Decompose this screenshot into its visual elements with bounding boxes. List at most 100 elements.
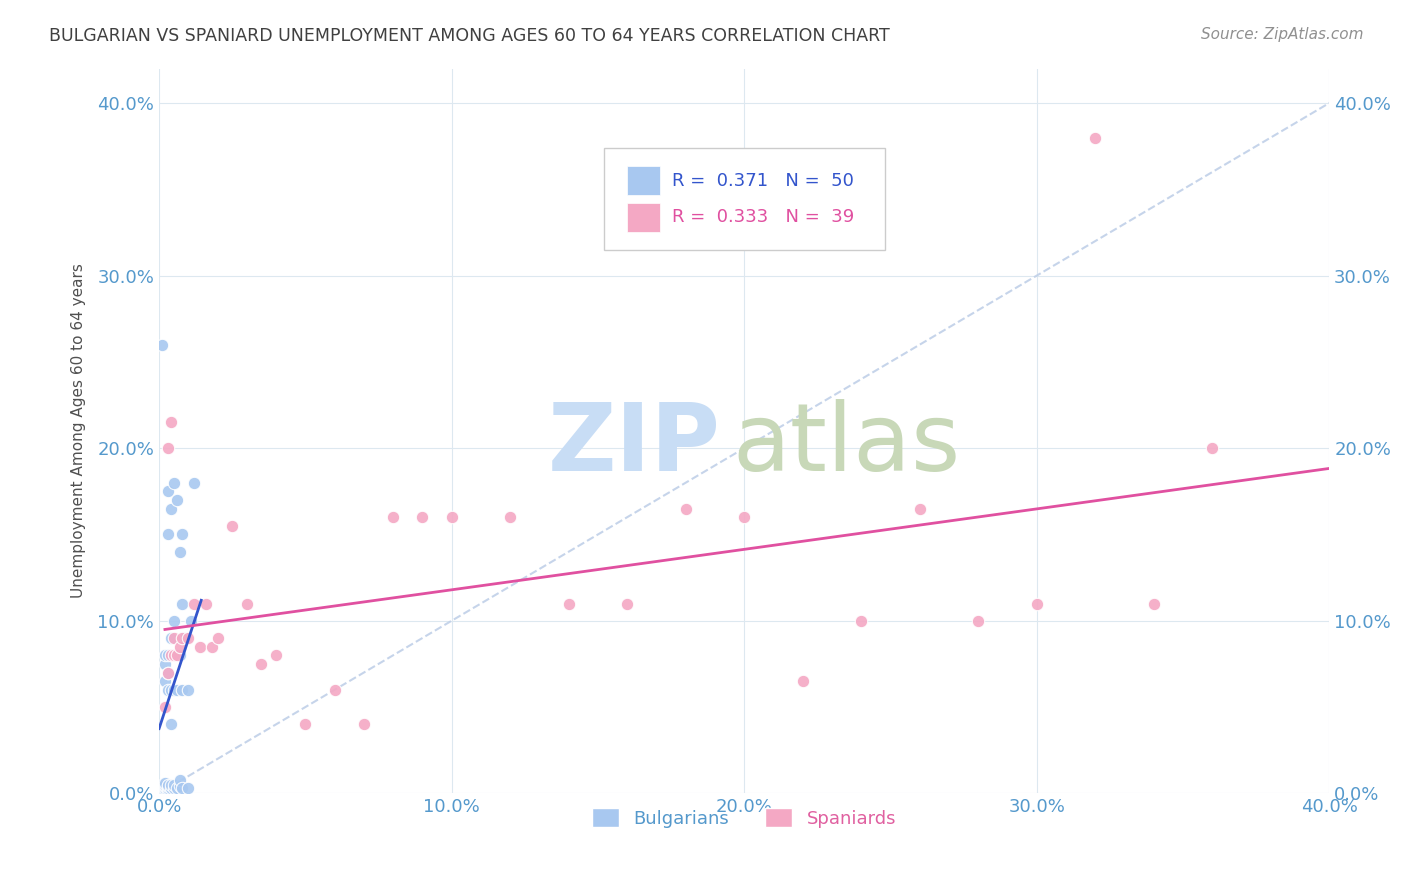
Point — [159, 501, 181, 516]
Point — [967, 614, 990, 628]
Point — [499, 510, 522, 524]
Point — [166, 648, 188, 663]
Point — [1025, 597, 1047, 611]
Point — [163, 631, 186, 645]
Point — [153, 778, 176, 792]
Point — [236, 597, 259, 611]
Point — [440, 510, 463, 524]
Point — [851, 614, 873, 628]
FancyBboxPatch shape — [627, 167, 659, 195]
Point — [207, 631, 229, 645]
Point — [1143, 597, 1166, 611]
Point — [156, 781, 179, 796]
Point — [163, 648, 186, 663]
Point — [174, 631, 197, 645]
Text: atlas: atlas — [733, 400, 960, 491]
Point — [163, 682, 186, 697]
Point — [177, 682, 200, 697]
Point — [616, 597, 638, 611]
Point — [150, 781, 173, 796]
Point — [908, 501, 931, 516]
Point — [675, 501, 697, 516]
Point — [1201, 441, 1223, 455]
Point — [150, 337, 173, 351]
Point — [733, 510, 755, 524]
Point — [1084, 130, 1107, 145]
Point — [183, 597, 205, 611]
Point — [156, 778, 179, 792]
Legend: Bulgarians, Spaniards: Bulgarians, Spaniards — [585, 801, 904, 835]
Point — [169, 648, 191, 663]
Point — [159, 415, 181, 429]
Point — [194, 597, 217, 611]
Point — [156, 682, 179, 697]
Point — [163, 648, 186, 663]
Point — [159, 778, 181, 792]
Point — [153, 700, 176, 714]
Point — [153, 776, 176, 790]
Point — [156, 780, 179, 794]
Point — [166, 492, 188, 507]
FancyBboxPatch shape — [603, 148, 884, 250]
Point — [250, 657, 273, 671]
Y-axis label: Unemployment Among Ages 60 to 64 years: Unemployment Among Ages 60 to 64 years — [72, 263, 86, 599]
Point — [153, 783, 176, 797]
Text: Source: ZipAtlas.com: Source: ZipAtlas.com — [1201, 27, 1364, 42]
Point — [169, 545, 191, 559]
Text: R =  0.333   N =  39: R = 0.333 N = 39 — [672, 208, 853, 226]
Point — [792, 674, 814, 689]
Point — [150, 780, 173, 794]
Point — [153, 648, 176, 663]
Point — [159, 682, 181, 697]
Point — [183, 475, 205, 490]
Point — [159, 717, 181, 731]
Point — [156, 441, 179, 455]
Point — [169, 772, 191, 787]
Point — [159, 781, 181, 796]
Text: ZIP: ZIP — [548, 400, 721, 491]
Point — [159, 631, 181, 645]
Point — [172, 597, 194, 611]
Point — [221, 519, 243, 533]
Point — [156, 665, 179, 680]
Point — [382, 510, 405, 524]
Point — [169, 780, 191, 794]
Point — [294, 717, 316, 731]
Point — [172, 781, 194, 796]
Point — [177, 631, 200, 645]
Point — [411, 510, 433, 524]
Point — [172, 527, 194, 541]
Point — [150, 778, 173, 792]
Point — [166, 781, 188, 796]
Point — [150, 783, 173, 797]
Text: R =  0.371   N =  50: R = 0.371 N = 50 — [672, 172, 853, 190]
Point — [188, 640, 211, 654]
Point — [163, 614, 186, 628]
Point — [163, 475, 186, 490]
Point — [264, 648, 287, 663]
Point — [172, 682, 194, 697]
Point — [153, 657, 176, 671]
Point — [153, 780, 176, 794]
Point — [323, 682, 346, 697]
Point — [557, 597, 579, 611]
Point — [166, 682, 188, 697]
Point — [159, 648, 181, 663]
Point — [353, 717, 375, 731]
Point — [201, 640, 224, 654]
Point — [156, 648, 179, 663]
Point — [156, 527, 179, 541]
Point — [177, 781, 200, 796]
Point — [172, 631, 194, 645]
Point — [153, 674, 176, 689]
Point — [156, 783, 179, 797]
Point — [169, 640, 191, 654]
FancyBboxPatch shape — [627, 202, 659, 232]
Point — [153, 781, 176, 796]
Point — [156, 665, 179, 680]
Point — [180, 614, 202, 628]
Point — [163, 781, 186, 796]
Point — [163, 778, 186, 792]
Point — [156, 484, 179, 499]
Text: BULGARIAN VS SPANIARD UNEMPLOYMENT AMONG AGES 60 TO 64 YEARS CORRELATION CHART: BULGARIAN VS SPANIARD UNEMPLOYMENT AMONG… — [49, 27, 890, 45]
